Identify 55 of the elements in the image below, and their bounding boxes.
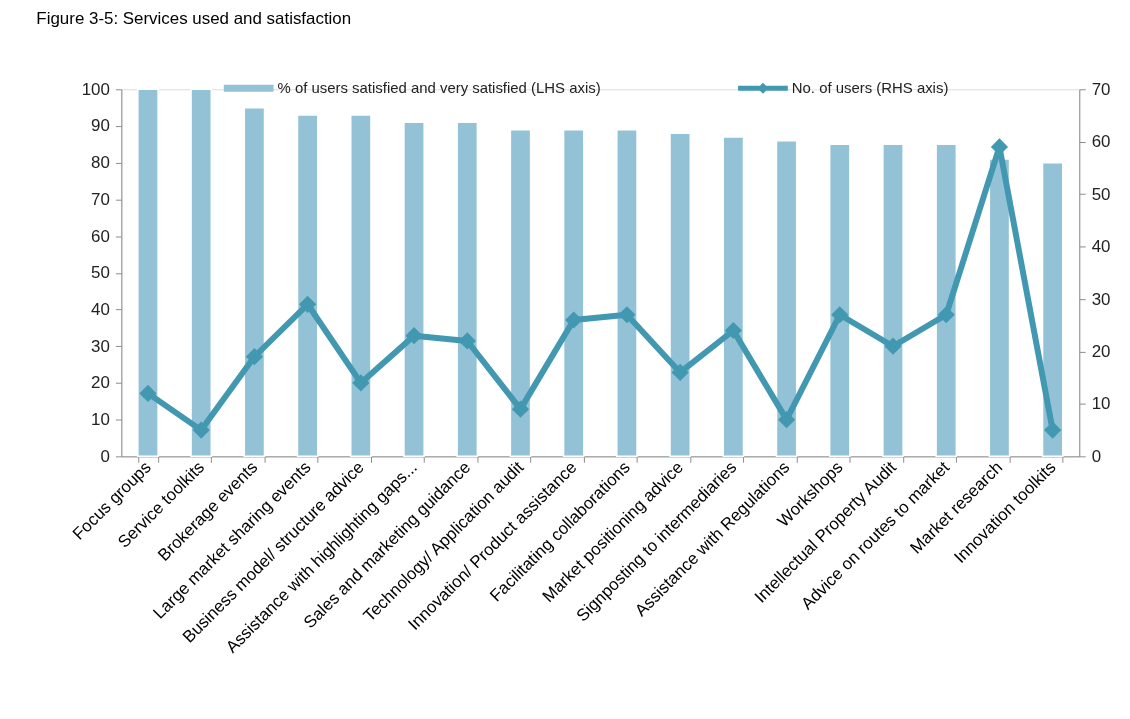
- bar: [190, 88, 213, 458]
- bar: [403, 121, 425, 458]
- y2-tick-label: 0: [1091, 446, 1102, 466]
- point: [831, 306, 849, 324]
- y-tick-label: 20: [91, 373, 110, 393]
- point: [884, 337, 902, 355]
- point: [192, 421, 210, 439]
- point: [511, 400, 530, 418]
- bar: [722, 136, 745, 458]
- y-tick-label: 30: [91, 336, 110, 356]
- point: [299, 295, 317, 313]
- bar: [137, 88, 159, 458]
- y-tick-label: 50: [91, 263, 110, 283]
- y-tick-label: 10: [91, 410, 110, 430]
- bar: [828, 143, 851, 458]
- y2-tick-label: 40: [1091, 237, 1111, 257]
- bar: [562, 128, 585, 458]
- chart-title: Figure 3-5: Services used and satisfaction: [36, 8, 352, 28]
- point: [618, 306, 636, 324]
- bar: [243, 106, 266, 458]
- legend-label: % of users satisfied and very satisfied (LHS axis): [277, 79, 601, 97]
- y2-tick-label: 30: [1091, 289, 1111, 309]
- bar: [456, 121, 479, 458]
- point: [405, 327, 423, 345]
- y2-tick-label: 70: [1091, 79, 1111, 99]
- bar: [775, 139, 798, 458]
- bar: [1041, 161, 1064, 458]
- point: [777, 411, 796, 429]
- y2-tick-label: 10: [1091, 394, 1111, 414]
- y-tick-label: 100: [81, 79, 110, 99]
- y2-tick-label: 60: [1091, 132, 1111, 152]
- bar: [349, 114, 372, 458]
- point: [1044, 421, 1062, 439]
- bar: [669, 132, 691, 458]
- legend-label: No. of users (RHS axis): [791, 79, 949, 97]
- y-tick-label: 60: [91, 226, 110, 246]
- point: [352, 374, 370, 392]
- bar: [988, 158, 1011, 458]
- y-tick-label: 0: [100, 446, 110, 466]
- bar: [616, 128, 638, 458]
- point: [671, 363, 689, 382]
- y-tick-label: 70: [91, 189, 110, 209]
- point: [937, 306, 955, 324]
- bar: [509, 128, 532, 458]
- point: [245, 348, 264, 366]
- bar: [296, 114, 319, 458]
- y-tick-label: 80: [91, 153, 110, 173]
- bar: [882, 143, 904, 458]
- y2-tick-label: 50: [1091, 184, 1111, 204]
- point: [724, 321, 742, 340]
- y-tick-label: 90: [91, 116, 110, 136]
- y2-tick-label: 20: [1091, 341, 1111, 361]
- point: [139, 384, 157, 403]
- bar: [935, 143, 958, 458]
- y-tick-label: 40: [91, 299, 110, 319]
